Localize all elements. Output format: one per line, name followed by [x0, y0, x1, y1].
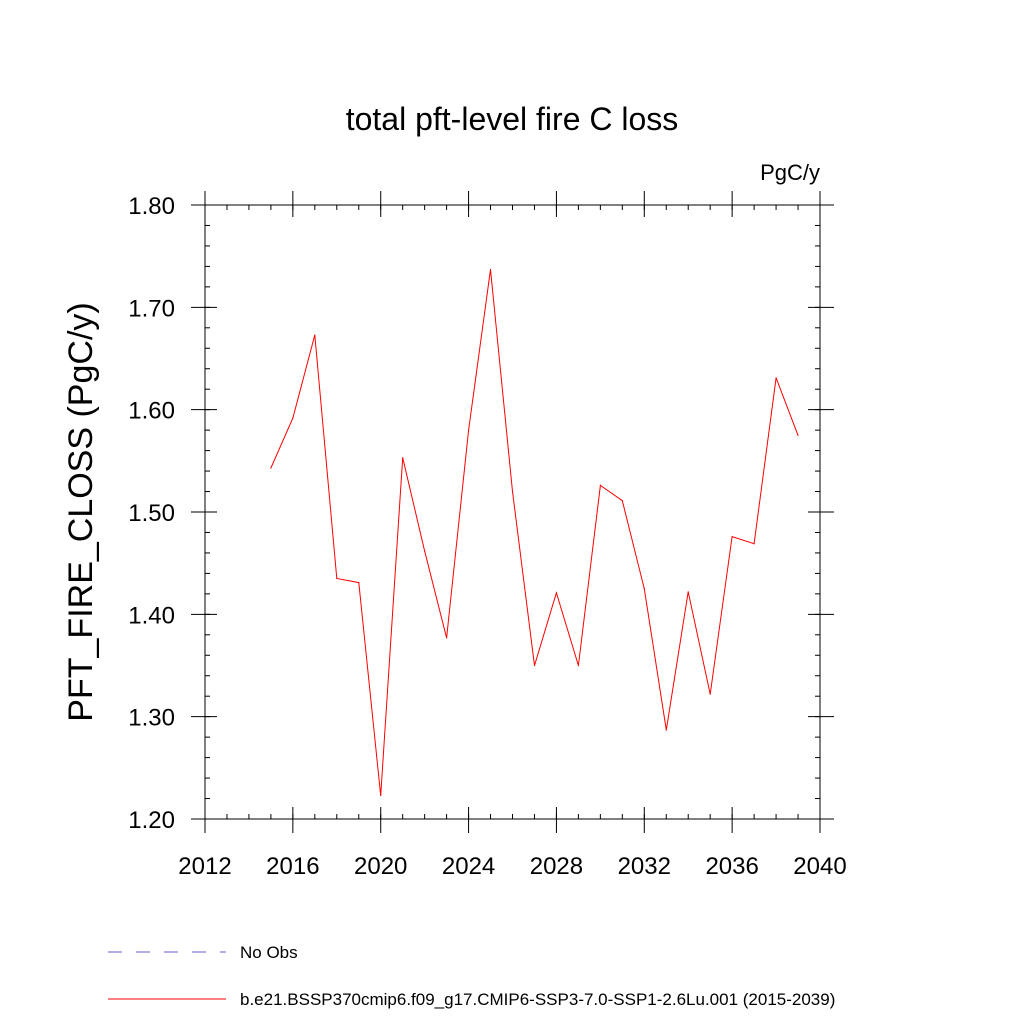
legend: No Obs b.e21.BSSP370cmip6.f09_g17.CMIP6-S…	[108, 943, 835, 1009]
series-line	[270, 269, 799, 796]
y-tick-label: 1.30	[128, 705, 175, 732]
data-point	[753, 543, 755, 545]
x-tick-label: 2036	[705, 853, 758, 880]
data-point	[621, 500, 623, 502]
y-axis: 1.20 1.30 1.40 1.50 1.60 1.70 1.80	[128, 193, 834, 834]
x-tick-label: 2028	[530, 853, 583, 880]
y-tick-label: 1.20	[128, 807, 175, 834]
data-point	[687, 591, 689, 593]
x-tick-label: 2032	[618, 853, 671, 880]
x-axis: 2012 2016 2020 2024 2028 2032 2036 2040	[178, 191, 847, 880]
data-point	[665, 729, 667, 731]
y-tick-label: 1.60	[128, 398, 175, 425]
data-point	[775, 377, 777, 379]
plot-frame	[204, 204, 821, 820]
y-tick-label: 1.80	[128, 193, 175, 220]
y-axis-label: PFT_FIRE_CLOSS (PgC/y)	[62, 302, 100, 721]
data-point	[731, 535, 733, 538]
data-point	[270, 467, 272, 469]
y-tick-label: 1.70	[128, 295, 175, 322]
data-point	[577, 664, 579, 667]
data-point	[467, 429, 470, 431]
x-tick-label: 2020	[354, 853, 407, 880]
minor-ticks	[204, 204, 821, 820]
x-tick-label: 2024	[442, 853, 495, 880]
legend-label: No Obs	[240, 943, 298, 962]
data-point	[380, 794, 382, 797]
data-point	[555, 592, 558, 594]
series-group	[270, 268, 799, 797]
y-tick-label: 1.40	[128, 602, 175, 629]
data-point	[797, 434, 799, 436]
data-point	[336, 577, 338, 580]
data-point	[358, 582, 360, 584]
data-point	[292, 417, 294, 419]
data-point	[402, 457, 404, 459]
units-label: PgC/y	[760, 160, 820, 185]
y-tick-label: 1.50	[128, 500, 175, 527]
x-tick-label: 2016	[266, 853, 319, 880]
data-point	[643, 588, 645, 590]
data-point	[314, 334, 316, 336]
x-tick-label: 2040	[793, 853, 846, 880]
data-point	[424, 550, 426, 552]
data-point	[446, 637, 448, 639]
x-tick-label: 2012	[178, 853, 231, 880]
data-point	[489, 268, 492, 271]
data-point	[599, 484, 601, 486]
legend-label: b.e21.BSSP370cmip6.f09_g17.CMIP6-SSP3-7.…	[240, 990, 835, 1009]
chart-title: total pft-level fire C loss	[346, 101, 679, 137]
data-point	[533, 664, 536, 667]
data-point	[511, 490, 514, 493]
data-point	[709, 693, 711, 695]
